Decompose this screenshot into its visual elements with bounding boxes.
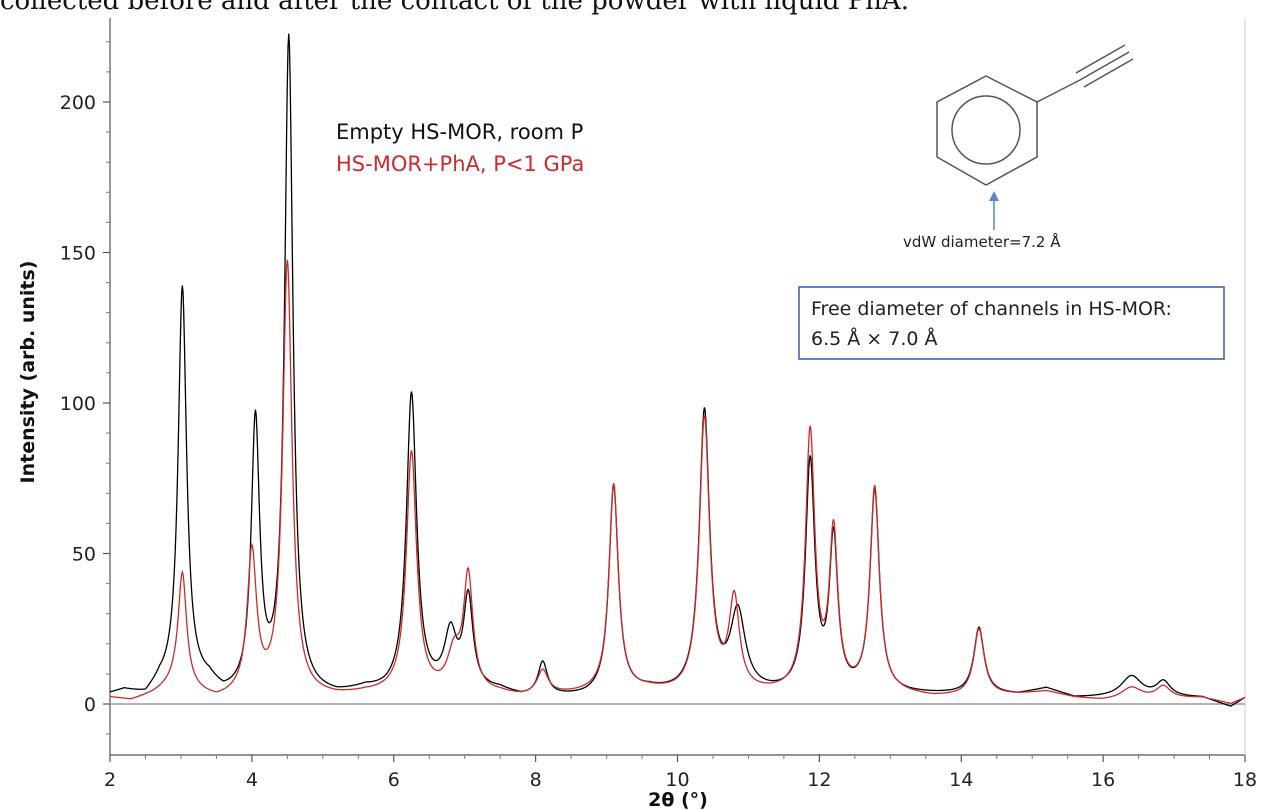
triple-bond-line-2	[1075, 44, 1126, 74]
x-tick-label: 14	[949, 769, 973, 791]
series-layer	[109, 33, 1246, 707]
x-tick-label: 8	[530, 769, 542, 791]
triple-bond-line-3	[1083, 58, 1134, 88]
x-tick-label: 6	[388, 769, 400, 791]
x-tick-label: 4	[246, 769, 258, 791]
x-tick-label: 10	[665, 769, 689, 791]
triple-bond-connector	[1036, 79, 1081, 103]
x-tick-label: 2	[104, 769, 116, 791]
x-tick-label: 18	[1233, 769, 1257, 791]
legend-entry-pha: HS-MOR+PhA, P<1 GPa	[336, 152, 584, 176]
x-axis-title: 2θ (°)	[648, 789, 708, 810]
aromatic-circle-icon	[951, 95, 1021, 165]
y-axis-title: Intensity (arb. units)	[17, 261, 39, 484]
x-tick-label: 12	[807, 769, 831, 791]
y-tick-label: 100	[60, 393, 96, 415]
legend-entry-empty: Empty HS-MOR, room P	[336, 120, 583, 144]
y-tick-label: 150	[60, 243, 96, 265]
series-line-hs-mor-pha	[109, 259, 1246, 705]
molecule-diameter-label: vdW diameter=7.2 Å	[903, 232, 1061, 251]
channel-diameter-line2: 6.5 Å × 7.0 Å	[811, 327, 938, 350]
y-tick-label: 200	[60, 92, 96, 114]
x-tick-label: 16	[1091, 769, 1115, 791]
phenylacetylene-structure	[936, 44, 1134, 186]
channel-diameter-box	[798, 286, 1225, 360]
up-arrow-icon	[989, 191, 999, 201]
y-tick-label: 0	[84, 694, 96, 716]
series-line-empty-hs-mor	[109, 33, 1246, 707]
x-ticks: 2 4 6 8 10 12 14 16 18	[104, 755, 1257, 791]
y-ticks: 0 50 100 150 200	[60, 41, 110, 735]
triple-bond-line-1	[1079, 51, 1130, 81]
page-caption-fragment: collected before and after the contact o…	[0, 0, 909, 16]
y-tick-label: 50	[72, 544, 96, 566]
channel-diameter-line1: Free diameter of channels in HS-MOR:	[811, 298, 1172, 320]
